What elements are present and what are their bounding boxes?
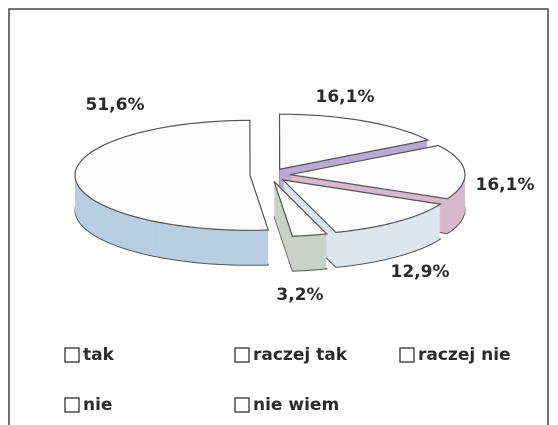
- data-label: 16,1%: [316, 87, 375, 107]
- legend-label: nie: [83, 395, 112, 415]
- chart-frame: [8, 8, 549, 425]
- slice: [289, 144, 466, 200]
- slice: [74, 119, 270, 231]
- legend-label: tak: [83, 345, 115, 365]
- legend-swatch: [399, 347, 415, 363]
- legend-swatch: [234, 397, 250, 413]
- data-label: 12,9%: [391, 262, 450, 282]
- legend-label: raczej nie: [418, 345, 511, 365]
- legend-swatch: [64, 347, 80, 363]
- data-label: 51,6%: [86, 95, 145, 115]
- data-label: 16,1%: [476, 175, 535, 195]
- slice: [281, 179, 443, 234]
- legend-swatch: [234, 347, 250, 363]
- legend-label: raczej tak: [253, 345, 348, 365]
- slice: [273, 181, 329, 237]
- slice: [278, 113, 430, 170]
- data-label: 3,2%: [276, 285, 323, 305]
- legend-label: nie wiem: [253, 395, 339, 415]
- legend-swatch: [64, 397, 80, 413]
